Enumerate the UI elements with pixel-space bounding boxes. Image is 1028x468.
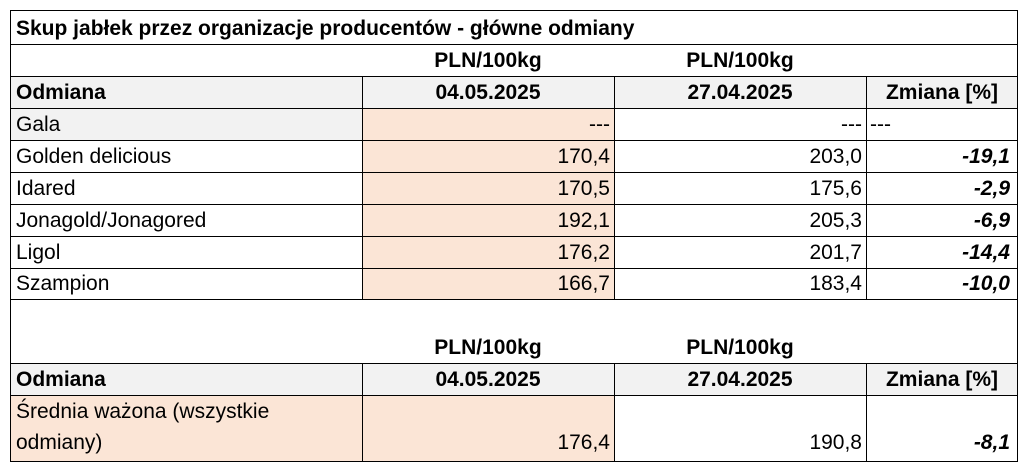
page-title: Skup jabłek przez organizacje producentó…: [16, 17, 635, 40]
grid-line: [10, 140, 1018, 141]
row-value-date2: 203,0: [809, 145, 862, 168]
unit-label-col2: PLN/100kg: [686, 49, 794, 72]
header-row-bg: [11, 364, 1017, 395]
row-variety: Gala: [16, 113, 61, 136]
row-change: -2,9: [973, 177, 1010, 200]
row-value-date1: 170,4: [557, 145, 610, 168]
row-value-date2: 183,4: [809, 272, 862, 295]
grid-line: [10, 299, 1018, 300]
row-change: -6,9: [973, 209, 1010, 232]
unit-label-col1: PLN/100kg: [434, 336, 542, 359]
row-change: -10,0: [962, 272, 1010, 295]
row-value-date2: ---: [841, 113, 862, 136]
header-variety: Odmiana: [16, 81, 106, 104]
row-value-date1: 166,7: [557, 272, 610, 295]
row-variety: Szampion: [16, 272, 110, 295]
grid-line: [10, 236, 1018, 237]
grid-line: [10, 395, 1018, 396]
header-variety: Odmiana: [16, 368, 106, 391]
row-value-date1: 170,5: [557, 177, 610, 200]
row-value-date1: ---: [589, 113, 610, 136]
row-change: ---: [870, 113, 891, 136]
row-value-date2: 201,7: [809, 241, 862, 264]
grid-line: [362, 363, 363, 462]
row-change: -19,1: [962, 145, 1010, 168]
grid-line: [10, 44, 1018, 45]
row-variety: Ligol: [16, 241, 61, 264]
grid-line: [10, 363, 1018, 364]
grid-line: [614, 76, 615, 300]
row-change: -8,1: [973, 431, 1010, 454]
row-variety: Jonagold/Jonagored: [16, 209, 207, 232]
row-value-date1: 192,1: [557, 209, 610, 232]
row-value-date2: 205,3: [809, 209, 862, 232]
grid-line: [362, 76, 363, 300]
grid-line: [614, 363, 615, 462]
row-change: -14,4: [962, 241, 1010, 264]
row-value-date1: 176,2: [557, 241, 610, 264]
header-date2: 27.04.2025: [687, 368, 793, 391]
row-variety-line2: odmiany): [16, 431, 103, 454]
highlight-variety-cell: [11, 396, 362, 461]
header-change: Zmiana [%]: [885, 368, 998, 391]
grid-line: [10, 108, 1018, 109]
header-change: Zmiana [%]: [885, 81, 998, 104]
row-value-date2: 190,8: [809, 431, 862, 454]
header-row-bg: [11, 77, 1017, 108]
row-variety: Idared: [16, 177, 76, 200]
row-variety: Golden delicious: [16, 145, 172, 168]
grid-line: [10, 76, 1018, 77]
row-gala-bg: [11, 109, 362, 140]
highlight-value-cell: [362, 396, 614, 461]
row-value-date1: 176,4: [557, 431, 610, 454]
header-date1: 04.05.2025: [435, 368, 541, 391]
grid-line: [10, 172, 1018, 173]
header-date1: 04.05.2025: [435, 81, 541, 104]
unit-label-col2: PLN/100kg: [686, 336, 794, 359]
grid-line: [866, 363, 867, 462]
unit-label-col1: PLN/100kg: [434, 49, 542, 72]
grid-line: [10, 268, 1018, 269]
row-variety-line1: Średnia ważona (wszystkie: [16, 400, 270, 423]
header-date2: 27.04.2025: [687, 81, 793, 104]
grid-line: [866, 76, 867, 300]
grid-line: [10, 204, 1018, 205]
row-value-date2: 175,6: [809, 177, 862, 200]
